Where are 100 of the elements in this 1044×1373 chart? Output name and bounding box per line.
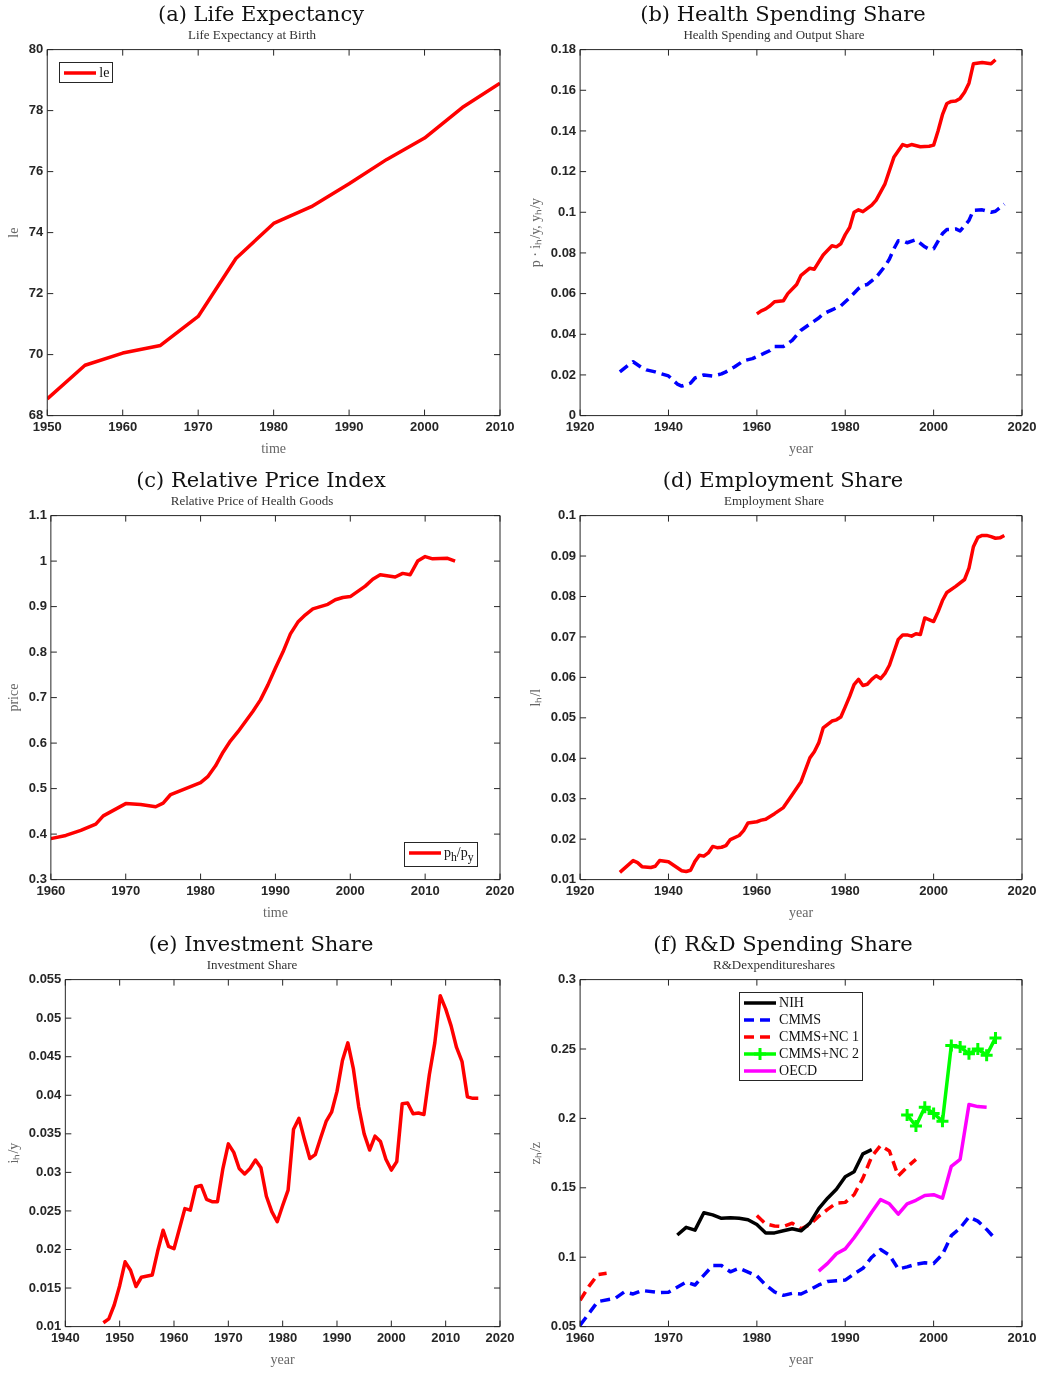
x-tick-label: 1990: [322, 1329, 352, 1345]
x-tick-label: 1990: [830, 1329, 860, 1345]
x-tick-label: 1940: [654, 418, 683, 434]
y-tick-label: 0.7: [28, 689, 47, 705]
y-tick-label: 0.12: [550, 163, 577, 179]
x-tick-label: 1990: [260, 882, 290, 898]
x-tick-label: 2000: [410, 418, 439, 434]
y-tick-label: 0.02: [550, 366, 577, 382]
x-axis-title: year: [789, 1352, 814, 1368]
chart-title: (c) Relative Price Index: [135, 467, 387, 494]
y-tick-label: 0.035: [28, 1125, 62, 1141]
y-tick-label: 0.25: [550, 1040, 577, 1056]
x-tick-label: 1980: [742, 1329, 772, 1345]
y-tick-label: 0.02: [36, 1241, 62, 1257]
x-tick-label: 1980: [830, 882, 860, 898]
y-tick-label: 0.9: [28, 598, 47, 614]
chart-subtitle: Relative Price of Health Goods: [170, 493, 334, 509]
legend-label: NIH: [779, 994, 804, 1010]
y-tick-label: 0.04: [550, 749, 577, 765]
chart-title: (b) Health Spending Share: [639, 1, 927, 28]
legend-label: CMMS+NC 1: [779, 1028, 859, 1044]
y-tick-label: 0.06: [550, 285, 577, 301]
y-axis-title: price: [6, 683, 22, 712]
legend-label: OECD: [779, 1062, 818, 1078]
x-tick-label: 2010: [431, 1329, 461, 1345]
x-tick-label: 2010: [485, 418, 515, 434]
x-tick-label: 1960: [159, 1329, 189, 1345]
x-tick-label: 1980: [259, 418, 289, 434]
y-axis-title: p · iₕ/y, yₕ/y: [528, 197, 544, 268]
y-tick-label: 0.025: [28, 1202, 62, 1218]
chart-subtitle: Life Expectancy at Birth: [187, 27, 317, 43]
chart-subtitle: Investment Share: [206, 957, 298, 973]
y-axis-title: lₕ/l: [528, 688, 544, 707]
y-tick-label: 0.6: [28, 734, 47, 750]
chart-title: (d) Employment Share: [661, 467, 905, 494]
y-tick-label: 0.08: [550, 588, 577, 604]
y-tick-label: 1: [39, 552, 47, 568]
x-tick-label: 1940: [654, 882, 683, 898]
y-tick-label: 0.07: [550, 628, 577, 644]
x-tick-label: 2000: [919, 1329, 949, 1345]
y-tick-label: 0.8: [28, 643, 47, 659]
chart-title: (f) R&D Spending Share: [652, 931, 914, 958]
y-axis-title: le: [6, 227, 22, 238]
x-axis-title: year: [270, 1352, 296, 1368]
y-tick-label: 0.1: [558, 203, 577, 219]
y-tick-label: 0.14: [550, 122, 577, 138]
y-tick-label: 70: [28, 346, 44, 362]
x-tick-label: 1980: [268, 1329, 298, 1345]
point: [908, 1118, 924, 1134]
point: [899, 1107, 915, 1123]
x-tick-label: 1970: [111, 882, 141, 898]
y-tick-label: 0.5: [28, 780, 47, 796]
y-tick-label: 0.2: [558, 1109, 577, 1125]
y-axis-title: iₕ/y: [6, 1142, 22, 1164]
chart-title: (e) Investment Share: [147, 931, 375, 958]
y-tick-label: 0.3: [558, 971, 577, 987]
y-tick-label: 0.1: [558, 507, 577, 523]
x-tick-label: 2000: [919, 418, 949, 434]
x-tick-label: 1970: [654, 1329, 683, 1345]
y-tick-label: 0.04: [550, 325, 577, 341]
x-tick-label: 1980: [830, 418, 860, 434]
y-tick-label: 0.03: [550, 790, 577, 806]
y-tick-label: 72: [28, 285, 44, 301]
y-tick-label: 0.4: [28, 825, 48, 841]
x-tick-label: 2020: [485, 1329, 515, 1345]
y-tick-label: 0.03: [36, 1163, 62, 1179]
y-tick-label: 0.02: [550, 830, 577, 846]
y-tick-label: 0.09: [550, 547, 577, 563]
y-tick-label: 0.1: [558, 1248, 577, 1264]
y-tick-label: 0.06: [550, 668, 577, 684]
y-tick-label: 0.055: [28, 971, 62, 987]
y-tick-label: 0.15: [550, 1179, 577, 1195]
x-tick-label: 2010: [410, 882, 440, 898]
chart-title: (a) Life Expectancy: [156, 1, 365, 28]
y-tick-label: 0.08: [550, 244, 577, 260]
x-axis-title: year: [789, 905, 814, 921]
x-tick-label: 2020: [1007, 418, 1037, 434]
x-tick-label: 2000: [376, 1329, 406, 1345]
x-axis-title: year: [789, 441, 814, 457]
legend-label: CMMS: [779, 1011, 822, 1027]
legend-label: CMMS+NC 2: [779, 1045, 859, 1061]
y-tick-label: 78: [28, 102, 44, 118]
x-tick-label: 1980: [186, 882, 216, 898]
x-tick-label: 1990: [334, 418, 364, 434]
y-tick-label: 0.18: [550, 41, 577, 57]
y-tick-label: 0.05: [36, 1009, 62, 1025]
x-axis-title: time: [261, 441, 287, 457]
chart-subtitle: R&Dexpenditureshares: [712, 957, 836, 973]
y-tick-label: 0.16: [550, 81, 577, 97]
x-tick-label: 2010: [1007, 1329, 1037, 1345]
y-tick-label: 80: [28, 41, 44, 57]
y-tick-label: 0.015: [28, 1279, 62, 1295]
x-tick-label: 1950: [105, 1329, 135, 1345]
x-tick-label: 2020: [1007, 882, 1037, 898]
x-tick-label: 1970: [183, 418, 213, 434]
point: [987, 1030, 1003, 1046]
y-tick-label: 0.045: [28, 1048, 62, 1064]
legend-label: le: [99, 64, 110, 80]
chart-subtitle: Employment Share: [723, 493, 825, 509]
line-series: [618, 202, 1007, 388]
